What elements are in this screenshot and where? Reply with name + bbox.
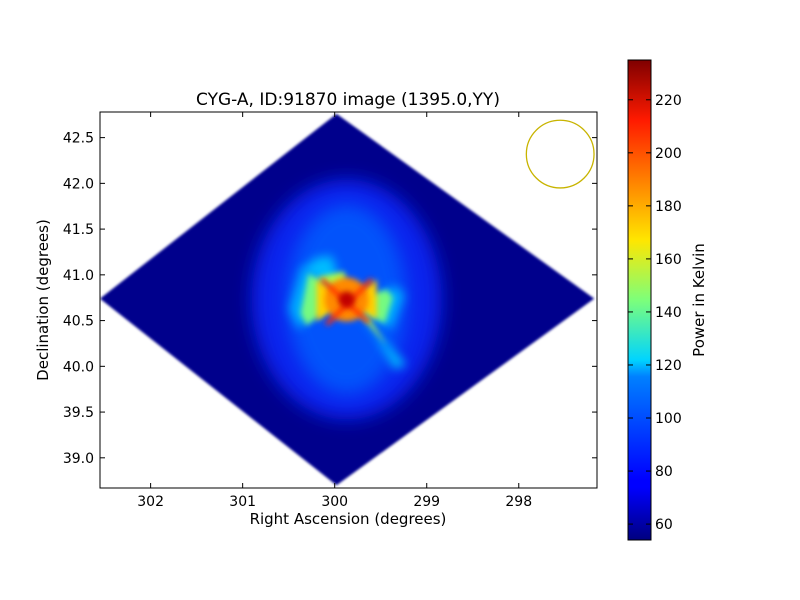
colorbar-tick-label: 60 <box>655 517 673 533</box>
colorbar-tick-label: 160 <box>655 252 682 268</box>
x-tick-label: 298 <box>505 494 532 510</box>
chart-title: CYG-A, ID:91870 image (1395.0,YY) <box>196 90 500 110</box>
colorbar-ticks: 60 80 100 120 140 160 180 200 220 <box>628 93 682 533</box>
plot-frame <box>99 111 598 489</box>
source-layer-15 <box>338 291 355 308</box>
colorbar-tick-label: 200 <box>655 146 682 162</box>
colorbar-tick-label: 100 <box>655 411 682 427</box>
x-tick-label: 299 <box>413 494 440 510</box>
y-tick-label: 42.0 <box>63 176 94 192</box>
y-tick-label: 42.5 <box>63 131 94 147</box>
x-tick-label: 302 <box>137 494 164 510</box>
colorbar-tick-label: 140 <box>655 305 682 321</box>
source-emission <box>251 179 442 420</box>
colorbar: 60 80 100 120 140 160 180 200 220 <box>627 59 682 541</box>
colorbar-bar <box>627 59 652 541</box>
y-tick-label: 39.0 <box>63 451 94 467</box>
x-axis-ticks: 302 301 300 299 298 <box>137 112 532 510</box>
colorbar-tick-label: 220 <box>655 93 682 109</box>
colorbar-tick-label: 80 <box>655 464 673 480</box>
y-axis-label: Declination (degrees) <box>34 219 52 381</box>
y-tick-label: 41.0 <box>63 268 94 284</box>
y-axis-ticks: 39.0 39.5 40.0 40.5 41.0 41.5 42.0 42.5 <box>63 131 597 467</box>
colorbar-tick-label: 120 <box>655 358 682 374</box>
x-tick-label: 300 <box>321 494 348 510</box>
plot-area: 302 301 300 299 298 39.0 39.5 40.0 40.5 41.0 41.5… <box>63 111 598 510</box>
colorbar-tick-label: 180 <box>655 199 682 215</box>
x-tick-label: 301 <box>229 494 256 510</box>
y-tick-label: 39.5 <box>63 405 94 421</box>
colorbar-label: Power in Kelvin <box>690 243 708 357</box>
x-axis-label: Right Ascension (degrees) <box>250 510 447 528</box>
y-tick-label: 40.0 <box>63 359 94 375</box>
y-tick-label: 40.5 <box>63 314 94 330</box>
y-tick-label: 41.5 <box>63 222 94 238</box>
beam-circle <box>525 119 595 189</box>
